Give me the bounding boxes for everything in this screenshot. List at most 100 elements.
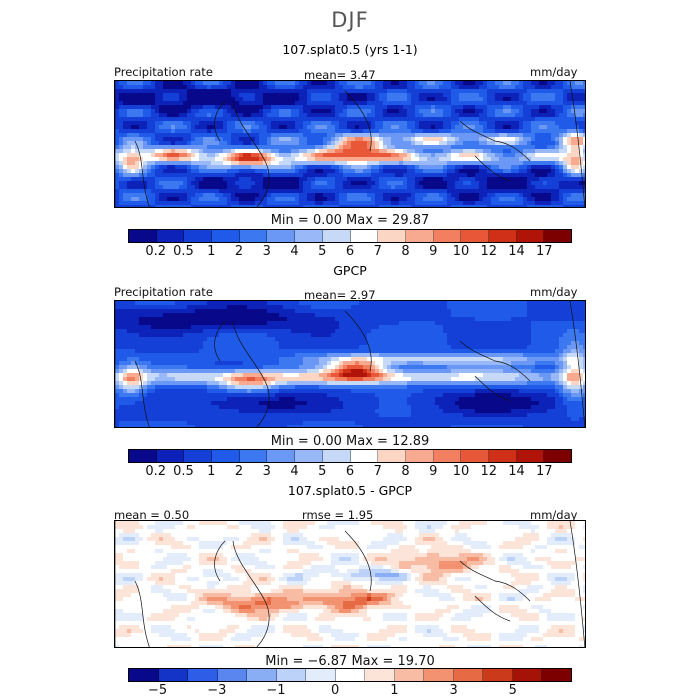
panel-1-units-label: mm/day bbox=[530, 65, 578, 79]
panel-3-map-field bbox=[115, 521, 585, 647]
colorbar-swatch bbox=[394, 669, 425, 681]
panel-3-rmse-label: rmse = 1.95 bbox=[302, 508, 374, 522]
colorbar-swatch bbox=[542, 669, 571, 681]
colorbar-tick-label: 2 bbox=[234, 464, 244, 479]
colorbar-tick-label: 5 bbox=[318, 244, 327, 259]
colorbar-swatch bbox=[217, 669, 248, 681]
colorbar-swatch bbox=[212, 450, 240, 462]
panel-2-map bbox=[114, 300, 586, 428]
colorbar-tick-label: 6 bbox=[345, 464, 355, 479]
panel-1-minmax: Min = 0.00 Max = 29.87 bbox=[270, 213, 430, 228]
season-title: DJF bbox=[331, 8, 369, 32]
colorbar-swatch bbox=[453, 669, 484, 681]
colorbar-swatch bbox=[516, 450, 545, 462]
colorbar-tick-label: 3 bbox=[262, 244, 271, 259]
colorbar-swatch bbox=[378, 450, 406, 462]
panel-3-minmax: Min = −6.87 Max = 19.70 bbox=[265, 654, 435, 669]
colorbar-tick-label: 12 bbox=[480, 464, 498, 479]
colorbar-swatch bbox=[516, 230, 545, 242]
colorbar-swatch bbox=[461, 450, 489, 462]
colorbar-tick-label: −1 bbox=[266, 683, 286, 698]
colorbar-tick-label: 3 bbox=[262, 464, 271, 479]
colorbar-tick-label: 0.5 bbox=[173, 464, 194, 479]
colorbar-tick-label: 0.2 bbox=[145, 244, 167, 259]
panel-2-map-field bbox=[115, 301, 585, 427]
panel-2-units-label: mm/day bbox=[530, 285, 578, 299]
panel-3-colorbar-ticks: −5 −3 −1 0 1 3 5 bbox=[128, 683, 572, 699]
panel-3-colorbar bbox=[128, 668, 572, 682]
colorbar-swatch bbox=[276, 669, 307, 681]
colorbar-tick-label: 1 bbox=[390, 683, 399, 698]
colorbar-swatch bbox=[239, 450, 268, 462]
colorbar-tick-label: 3 bbox=[449, 683, 458, 698]
colorbar-tick-label: 5 bbox=[508, 683, 517, 698]
colorbar-tick-label: 9 bbox=[429, 244, 438, 259]
panel-2-colorbar bbox=[128, 449, 572, 463]
panel-1-colorbar bbox=[128, 229, 572, 243]
colorbar-swatch bbox=[129, 230, 157, 242]
colorbar-swatch bbox=[158, 669, 189, 681]
colorbar-tick-label: 1 bbox=[207, 244, 216, 259]
panel-3-mean-label: mean = 0.50 bbox=[114, 508, 190, 522]
colorbar-swatch bbox=[544, 230, 571, 242]
colorbar-tick-label: −5 bbox=[148, 683, 168, 698]
colorbar-tick-label: 8 bbox=[401, 464, 410, 479]
panel-2-mean-label: mean= 2.97 bbox=[304, 288, 376, 302]
colorbar-swatch bbox=[512, 669, 543, 681]
colorbar-tick-label: 4 bbox=[290, 244, 299, 259]
colorbar-swatch bbox=[461, 230, 489, 242]
colorbar-tick-label: 17 bbox=[535, 244, 553, 259]
colorbar-tick-label: 9 bbox=[429, 464, 438, 479]
colorbar-swatch bbox=[184, 450, 213, 462]
colorbar-swatch bbox=[156, 230, 185, 242]
colorbar-swatch bbox=[306, 669, 336, 681]
colorbar-swatch bbox=[350, 450, 379, 462]
colorbar-swatch bbox=[212, 230, 240, 242]
colorbar-tick-label: 4 bbox=[290, 464, 299, 479]
colorbar-tick-label: 14 bbox=[508, 244, 525, 259]
panel-1-mean-label: mean= 3.47 bbox=[304, 68, 376, 82]
colorbar-swatch bbox=[488, 450, 517, 462]
colorbar-swatch bbox=[295, 230, 323, 242]
colorbar-swatch bbox=[188, 669, 218, 681]
colorbar-swatch bbox=[239, 230, 268, 242]
colorbar-swatch bbox=[488, 230, 517, 242]
colorbar-tick-label: 0.5 bbox=[173, 244, 194, 259]
colorbar-swatch bbox=[433, 230, 462, 242]
colorbar-swatch bbox=[405, 230, 434, 242]
colorbar-swatch bbox=[267, 450, 296, 462]
panel-2-variable-label: Precipitation rate bbox=[114, 285, 213, 299]
colorbar-swatch bbox=[322, 230, 351, 242]
colorbar-swatch bbox=[544, 450, 571, 462]
colorbar-swatch bbox=[247, 669, 277, 681]
colorbar-tick-label: 1 bbox=[207, 464, 216, 479]
colorbar-swatch bbox=[335, 669, 366, 681]
panel-1-map-field bbox=[115, 81, 585, 207]
colorbar-tick-label: 0.2 bbox=[145, 464, 167, 479]
panel-1-variable-label: Precipitation rate bbox=[114, 65, 213, 79]
colorbar-tick-label: 7 bbox=[373, 244, 382, 259]
colorbar-swatch bbox=[365, 669, 395, 681]
colorbar-swatch bbox=[184, 230, 213, 242]
colorbar-swatch bbox=[322, 450, 351, 462]
colorbar-swatch bbox=[350, 230, 379, 242]
colorbar-swatch bbox=[156, 450, 185, 462]
colorbar-swatch bbox=[295, 450, 323, 462]
colorbar-tick-label: 17 bbox=[535, 464, 553, 479]
colorbar-swatch bbox=[405, 450, 434, 462]
colorbar-swatch bbox=[129, 669, 159, 681]
colorbar-swatch bbox=[424, 669, 454, 681]
panel-1-colorbar-ticks: 0.2 0.5 1 2 3 4 5 6 7 8 9 10 12 14 17 bbox=[128, 244, 572, 260]
panel-2-title: GPCP bbox=[333, 263, 367, 278]
panel-2-minmax: Min = 0.00 Max = 12.89 bbox=[270, 434, 430, 449]
colorbar-tick-label: 12 bbox=[480, 244, 498, 259]
colorbar-tick-label: 5 bbox=[318, 464, 327, 479]
colorbar-tick-label: −3 bbox=[207, 683, 227, 698]
colorbar-swatch bbox=[433, 450, 462, 462]
colorbar-tick-label: 6 bbox=[345, 244, 355, 259]
colorbar-swatch bbox=[267, 230, 296, 242]
panel-1-title: 107.splat0.5 (yrs 1-1) bbox=[282, 42, 418, 57]
colorbar-tick-label: 2 bbox=[234, 244, 244, 259]
colorbar-tick-label: 14 bbox=[508, 464, 525, 479]
colorbar-tick-label: 8 bbox=[401, 244, 410, 259]
